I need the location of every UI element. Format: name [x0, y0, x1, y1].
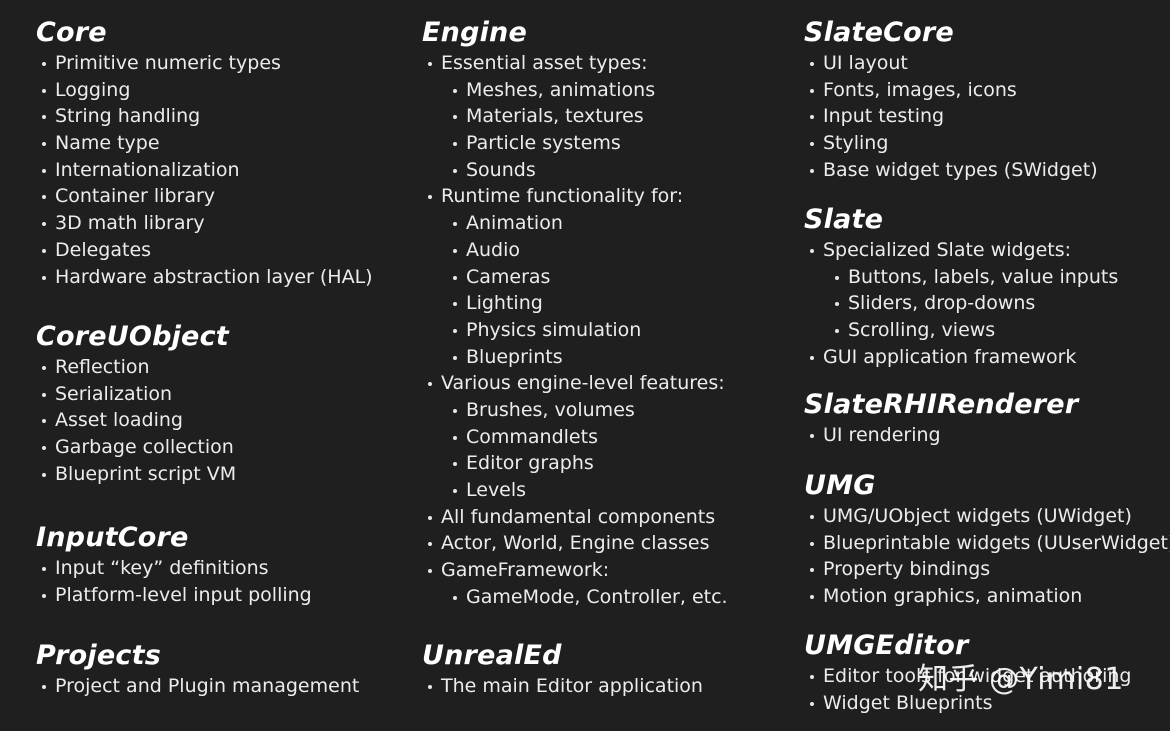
list-subitem: Commandlets — [422, 424, 792, 451]
section-title: Slate — [804, 204, 884, 235]
section-title: InputCore — [36, 522, 189, 553]
section-slatecore: SlateCore UI layout Fonts, images, icons… — [804, 16, 1164, 183]
list-item: Asset loading — [36, 407, 406, 434]
list-item: String handling — [36, 103, 406, 130]
list-item: GUI application framework — [804, 344, 1164, 371]
section-coreuobject: CoreUObject Reflection Serialization Ass… — [36, 320, 406, 487]
section-umg: UMG UMG/UObject widgets (UWidget) Bluepr… — [804, 469, 1170, 610]
list-item: Primitive numeric types — [36, 50, 406, 77]
list-item: Blueprintable widgets (UUserWidget) — [804, 530, 1170, 557]
section-engine: Engine Essential asset types: Meshes, an… — [422, 16, 792, 610]
list-item: UI rendering — [804, 422, 1164, 449]
list-item: Garbage collection — [36, 434, 406, 461]
section-slaterhirenderer: SlateRHIRenderer UI rendering — [804, 388, 1164, 449]
list-subitem: Materials, textures — [422, 103, 792, 130]
section-inputcore: InputCore Input “key” definitions Platfo… — [36, 521, 406, 608]
list-item: UMG/UObject widgets (UWidget) — [804, 503, 1164, 530]
section-projects: Projects Project and Plugin management — [36, 639, 406, 700]
list-item: Actor, World, Engine classes — [422, 530, 792, 557]
list-item: Delegates — [36, 237, 406, 264]
list-subitem: Meshes, animations — [422, 77, 792, 104]
list-item: Property bindings — [804, 556, 1164, 583]
list-item: Base widget types (SWidget) — [804, 157, 1164, 184]
list-item: Reflection — [36, 354, 406, 381]
list-item: Input testing — [804, 103, 1164, 130]
list-item: 3D math library — [36, 210, 406, 237]
list-item: Internationalization — [36, 157, 406, 184]
list-subitem: Scrolling, views — [804, 317, 1164, 344]
list-item: Hardware abstraction layer (HAL) — [36, 264, 406, 291]
list-item: Runtime functionality for: — [422, 183, 792, 210]
list-subitem: Editor graphs — [422, 450, 792, 477]
list-item: Various engine-level features: — [422, 370, 792, 397]
list-item: Logging — [36, 77, 406, 104]
list-item: Input “key” definitions — [36, 555, 406, 582]
list-item: Motion graphics, animation — [804, 583, 1164, 610]
list-item: UI layout — [804, 50, 1164, 77]
list-item: Blueprint script VM — [36, 461, 406, 488]
list-subitem: Levels — [422, 477, 792, 504]
list-item: The main Editor application — [422, 673, 792, 700]
list-subitem: Sliders, drop-downs — [804, 290, 1164, 317]
list-subitem: Physics simulation — [422, 317, 792, 344]
list-item: Styling — [804, 130, 1164, 157]
list-item: GameFramework: — [422, 557, 792, 584]
section-unrealed: UnrealEd The main Editor application — [422, 639, 792, 700]
section-title: CoreUObject — [36, 321, 229, 352]
list-item: Widget Blueprints — [804, 690, 1164, 717]
section-title: Engine — [422, 17, 527, 48]
list-subitem: Particle systems — [422, 130, 792, 157]
section-slate: Slate Specialized Slate widgets: Buttons… — [804, 203, 1164, 370]
list-item: Name type — [36, 130, 406, 157]
list-subitem: Animation — [422, 210, 792, 237]
list-item: Project and Plugin management — [36, 673, 406, 700]
list-item: Platform-level input polling — [36, 582, 406, 609]
list-subitem: Buttons, labels, value inputs — [804, 264, 1164, 291]
list-subitem: Cameras — [422, 264, 792, 291]
list-subitem: Audio — [422, 237, 792, 264]
watermark-text: 知乎 @Yimi81 — [918, 662, 1124, 697]
list-item: Editor tools for widget authoring — [804, 663, 1164, 690]
section-title: Core — [36, 17, 107, 48]
section-core: Core Primitive numeric types Logging Str… — [36, 16, 406, 290]
section-title: SlateRHIRenderer — [804, 389, 1079, 420]
list-item: Essential asset types: — [422, 50, 792, 77]
list-subitem: Lighting — [422, 290, 792, 317]
section-title: Projects — [36, 640, 161, 671]
list-item: Serialization — [36, 381, 406, 408]
list-subitem: Sounds — [422, 157, 792, 184]
list-item: Container library — [36, 183, 406, 210]
list-subitem: Blueprints — [422, 344, 792, 371]
list-item: Fonts, images, icons — [804, 77, 1164, 104]
section-title: SlateCore — [804, 17, 954, 48]
list-subitem: Brushes, volumes — [422, 397, 792, 424]
list-subitem: GameMode, Controller, etc. — [422, 584, 792, 611]
list-item: All fundamental components — [422, 504, 792, 531]
section-title: UMGEditor — [804, 630, 969, 661]
section-umgeditor: UMGEditor Editor tools for widget author… — [804, 629, 1164, 716]
section-title: UnrealEd — [422, 640, 562, 671]
list-item: Specialized Slate widgets: — [804, 237, 1164, 264]
section-title: UMG — [804, 470, 876, 501]
